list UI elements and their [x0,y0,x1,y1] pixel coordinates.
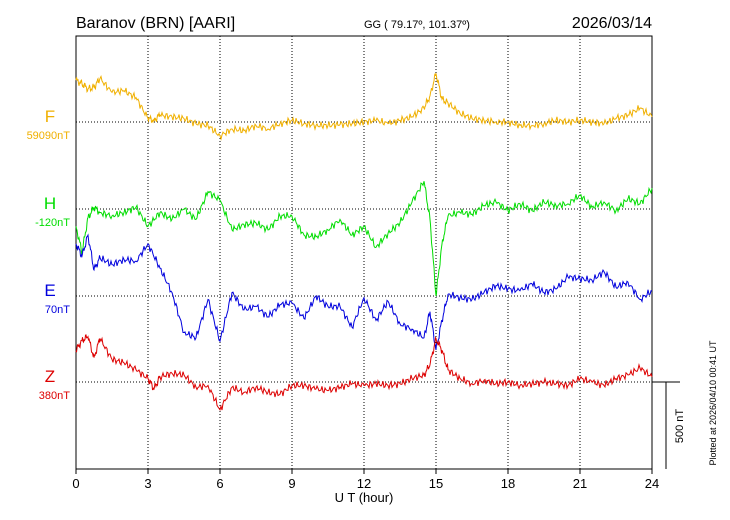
chart-date: 2026/03/14 [572,15,652,32]
x-tick-label: 6 [216,476,223,491]
x-axis-label: U T (hour) [335,490,394,505]
x-tick-label: 15 [429,476,443,491]
series-name-f: F [45,107,55,126]
series-name-z: Z [45,367,55,386]
series-baseline-f: 59090nT [27,130,71,142]
plotted-timestamp: Plotted at 2026/04/10 00:41 UT [708,340,718,466]
series-labels: F 59090nT H -120nT E 70nT Z 380nT [27,107,71,402]
x-tick-label: 18 [501,476,515,491]
x-tick-label: 24 [645,476,659,491]
x-tick-label: 21 [573,476,587,491]
series-layer [75,73,653,411]
series-line-h [75,181,653,297]
x-tick-label: 3 [144,476,151,491]
series-baseline-e: 70nT [45,304,70,316]
series-line-f [75,73,653,141]
chart-title: Baranov (BRN) [AARI] [76,15,235,32]
x-axis: 0 3 6 9 12 15 18 21 24 [72,469,659,491]
station-coordinates: GG ( 79.17º, 101.37º) [364,19,470,31]
x-tick-label: 0 [72,476,79,491]
series-name-e: E [44,281,55,300]
series-name-h: H [44,194,56,213]
scale-bar-label: 500 nT [674,409,686,444]
grid [76,36,652,469]
series-baseline-h: -120nT [35,217,70,229]
series-line-z [75,334,653,411]
series-baseline-z: 380nT [39,390,70,402]
scale-bar: 500 nT [652,381,686,469]
x-tick-label: 12 [357,476,371,491]
series-line-e [75,233,652,351]
x-tick-label: 9 [288,476,295,491]
